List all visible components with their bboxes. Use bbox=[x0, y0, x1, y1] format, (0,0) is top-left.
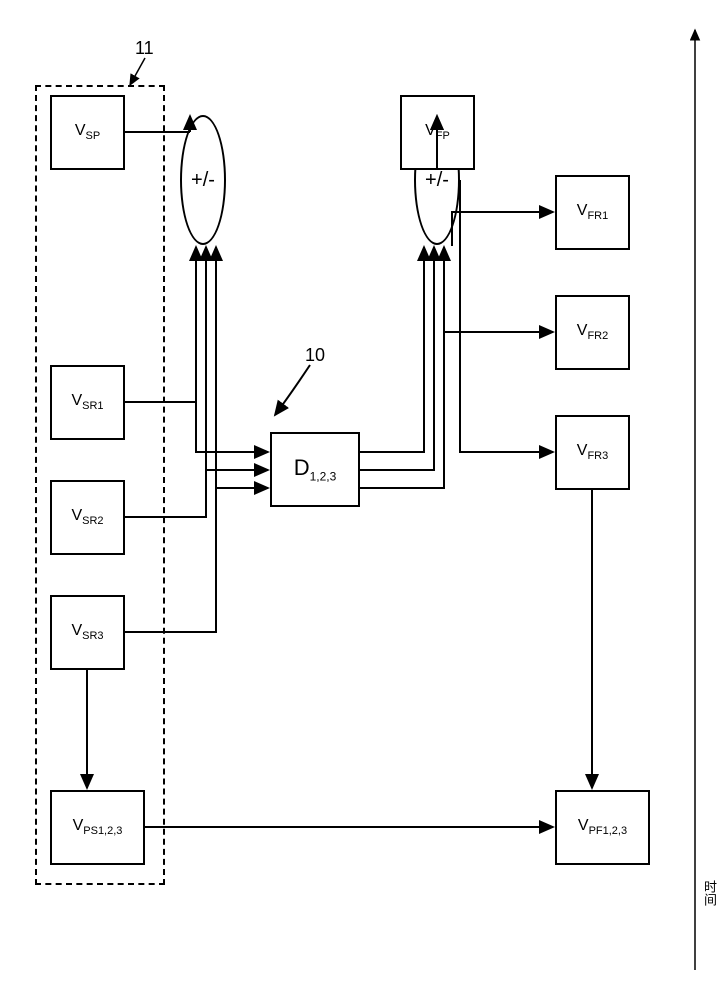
sum-right-label: +/- bbox=[425, 169, 449, 192]
label-vps: VPS1,2,3 bbox=[73, 817, 123, 837]
box-vfr3: VFR3 bbox=[555, 415, 630, 490]
ref-11: 11 bbox=[135, 38, 154, 59]
label-d: D1,2,3 bbox=[294, 455, 337, 483]
box-vfr1: VFR1 bbox=[555, 175, 630, 250]
box-vsr2: VSR2 bbox=[50, 480, 125, 555]
ref-10: 10 bbox=[305, 345, 325, 366]
box-vfp: VFP bbox=[400, 95, 475, 170]
sum-left-label: +/- bbox=[191, 169, 215, 192]
box-vpf: VPF1,2,3 bbox=[555, 790, 650, 865]
box-d: D1,2,3 bbox=[270, 432, 360, 507]
sum-left: +/- bbox=[180, 115, 226, 245]
label-vsr2: VSR2 bbox=[71, 507, 103, 527]
label-vpf: VPF1,2,3 bbox=[578, 817, 627, 837]
label-vsr3: VSR3 bbox=[71, 622, 103, 642]
box-vsr3: VSR3 bbox=[50, 595, 125, 670]
label-vfr1: VFR1 bbox=[577, 202, 608, 222]
label-vfr3: VFR3 bbox=[577, 442, 608, 462]
box-vps: VPS1,2,3 bbox=[50, 790, 145, 865]
time-axis-label: 时间 bbox=[700, 880, 719, 906]
label-vsr1: VSR1 bbox=[71, 392, 103, 412]
box-vsr1: VSR1 bbox=[50, 365, 125, 440]
box-vsp: VSP bbox=[50, 95, 125, 170]
box-vfr2: VFR2 bbox=[555, 295, 630, 370]
label-vfp: VFP bbox=[425, 122, 450, 142]
label-vfr2: VFR2 bbox=[577, 322, 608, 342]
label-vsp: VSP bbox=[75, 122, 100, 142]
